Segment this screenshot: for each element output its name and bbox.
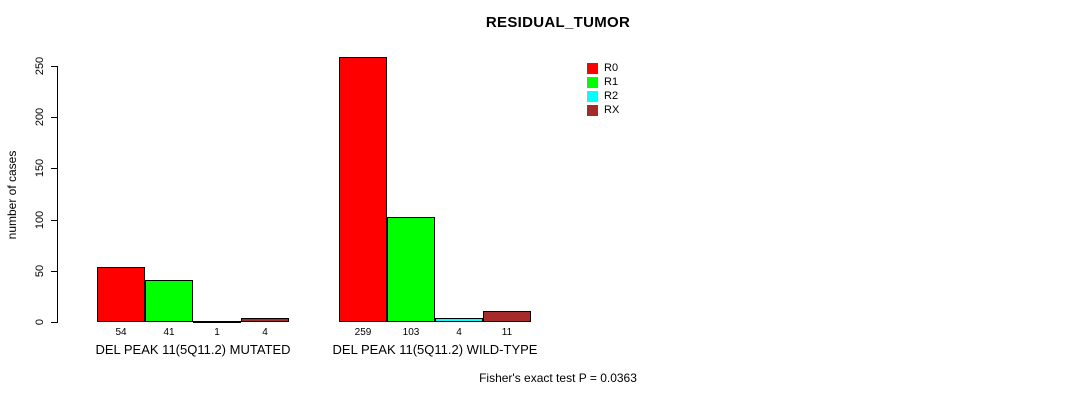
bar-value-label: 103 (402, 327, 420, 338)
fisher-test-annotation: Fisher's exact test P = 0.0363 (479, 371, 637, 385)
y-axis-tick-label: 0 (34, 318, 46, 326)
legend-row-r2: R2 (587, 91, 619, 102)
y-axis-tick-label: 250 (34, 56, 46, 76)
x-axis-group-label: DEL PEAK 11(5Q11.2) MUTATED (95, 342, 291, 357)
legend-row-r1: R1 (587, 77, 619, 88)
y-axis-tick (51, 270, 57, 272)
legend-label-r1: R1 (604, 76, 619, 88)
bar-rx-group2 (483, 311, 531, 322)
bar-value-label: 54 (115, 327, 127, 338)
y-axis-tick (51, 168, 57, 170)
legend: R0 R1 R2 RX (587, 63, 619, 119)
bar-r0-group1 (97, 267, 145, 322)
bar-value-label: 259 (354, 327, 372, 338)
bar-value-label: 11 (501, 327, 513, 338)
y-axis-tick (51, 66, 57, 67)
bar-r2-group2 (435, 318, 483, 322)
bar-r1-group2 (387, 217, 435, 322)
y-axis-tick (51, 219, 57, 221)
legend-label-r0: R0 (604, 62, 619, 74)
bar-value-label: 1 (214, 327, 220, 338)
y-axis-tick (51, 117, 57, 119)
bar-value-label: 4 (456, 327, 462, 338)
y-axis-line (57, 66, 58, 323)
bar-r0-group2 (339, 57, 387, 322)
legend-row-r0: R0 (587, 63, 619, 74)
legend-row-rx: RX (587, 105, 619, 116)
bar-rx-group1 (241, 318, 289, 322)
legend-label-r2: R2 (604, 90, 619, 102)
bar-r1-group1 (145, 280, 193, 322)
y-axis-tick-label: 50 (34, 264, 46, 277)
legend-label-rx: RX (604, 104, 620, 116)
bar-value-label: 4 (262, 327, 268, 338)
y-axis-tick-label: 200 (34, 108, 46, 127)
x-axis-group-label: DEL PEAK 11(5Q11.2) WILD-TYPE (332, 342, 538, 357)
y-axis-tick-label: 100 (34, 210, 46, 229)
legend-swatch-r0 (587, 63, 598, 74)
legend-swatch-rx (587, 105, 598, 116)
chart-title: RESIDUAL_TUMOR (485, 14, 631, 31)
legend-swatch-r2 (587, 91, 598, 102)
bar-r2-group1 (193, 321, 241, 323)
y-axis-label: number of cases (5, 150, 19, 240)
legend-swatch-r1 (587, 77, 598, 88)
bar-value-label: 41 (163, 327, 175, 338)
y-axis-tick-label: 150 (34, 159, 46, 178)
y-axis-tick (51, 322, 57, 323)
